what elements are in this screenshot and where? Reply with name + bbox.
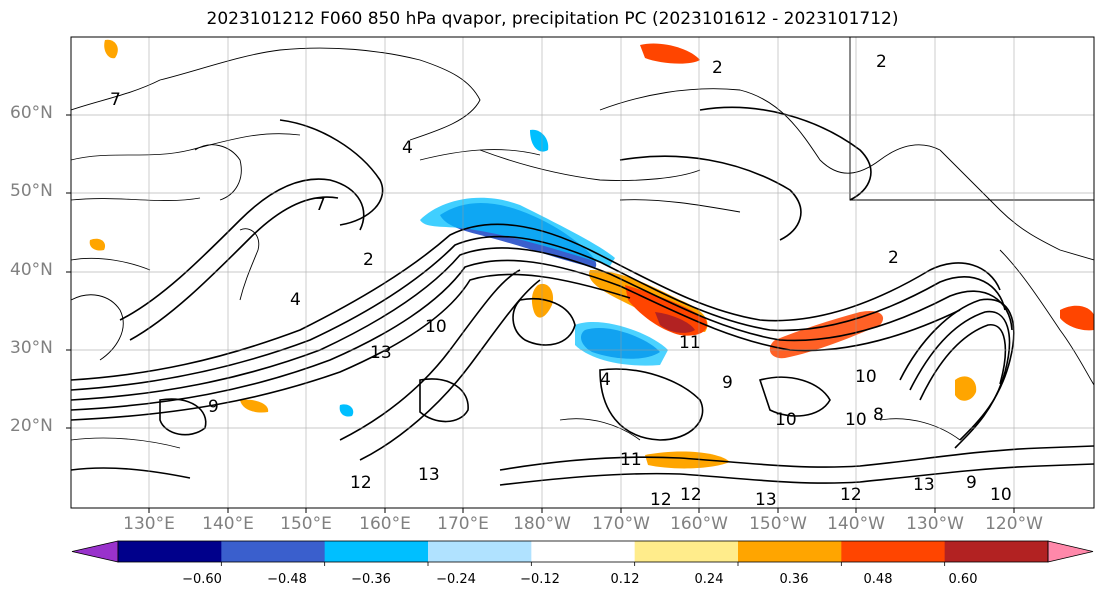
positive-anomaly-orange6 (1060, 305, 1094, 331)
positive-anomaly-orange2 (769, 310, 884, 359)
map-title: 2023101212 F060 850 hPa qvapor, precipit… (206, 9, 899, 29)
colorbar-extend-low (71, 540, 119, 563)
colorbar-swatch (841, 541, 946, 562)
lon-label: 160°W (670, 514, 728, 534)
colorbar-tick-label: 0.60 (948, 572, 978, 587)
lon-label: 170°W (592, 514, 650, 534)
lon-label: 180°W (513, 514, 571, 534)
axis-ticks (66, 114, 1015, 513)
colorbar-swatch (221, 541, 326, 562)
colorbar-tick-label: 0.24 (694, 572, 724, 587)
contour-label: 7 (110, 90, 121, 110)
map-panel: 2 2 4 7 7 2 2 10 11 13 12 13 12 13 12 10… (71, 37, 1094, 510)
colorbar-swatch (738, 541, 842, 562)
positive-anomaly-orange9 (89, 238, 106, 251)
contour-label: 7 (315, 195, 326, 215)
contour-label: 4 (290, 290, 301, 310)
graticule (71, 37, 1094, 508)
negative-anomaly-cyan4 (339, 404, 354, 417)
contour-label: 10 (855, 367, 877, 387)
contour-label: 13 (370, 343, 392, 363)
contour-label: 2 (712, 58, 723, 78)
coastlines (71, 37, 1094, 386)
negative-anomaly-cyan3 (530, 129, 549, 152)
lon-label: 170°E (437, 514, 489, 534)
lon-label: 140°W (827, 514, 885, 534)
contour-label: 2 (363, 250, 374, 270)
contour-label: 13 (418, 465, 440, 485)
contour-label: 10 (845, 410, 867, 430)
contour-label: 8 (873, 405, 884, 425)
contour-label: 13 (913, 475, 935, 495)
contour-label: 10 (425, 317, 447, 337)
colorbar-tick-label: −0.12 (520, 572, 560, 587)
contour-label: 9 (966, 473, 977, 493)
contour-label: 12 (650, 490, 672, 510)
contour-label: 12 (840, 485, 862, 505)
contour-label: 10 (775, 410, 797, 430)
colorbar-swatch (634, 541, 739, 562)
thin-contours (71, 133, 961, 449)
colorbar-tick-label: −0.36 (351, 572, 391, 587)
colorbar-swatch (324, 541, 429, 562)
contour-label: 11 (620, 450, 642, 470)
colorbar-tick-label: −0.48 (267, 572, 307, 587)
lon-label: 160°E (359, 514, 411, 534)
colorbar-tick-label: −0.24 (436, 572, 476, 587)
precip-shading (89, 39, 1094, 469)
negative-anomaly-cyan2 (575, 322, 668, 366)
positive-anomaly-darkred (655, 312, 695, 333)
positive-anomaly-yellow (645, 451, 730, 469)
contour-label: 2 (888, 248, 899, 268)
lon-label: 120°W (985, 514, 1043, 534)
positive-anomaly-orange5 (955, 376, 977, 401)
lon-label: 130°W (906, 514, 964, 534)
lat-label: 30°N (10, 338, 53, 358)
contour-label: 4 (402, 138, 413, 158)
colorbar-swatch (118, 541, 222, 562)
colorbar-extend-high (1047, 540, 1094, 563)
lat-label: 60°N (10, 103, 53, 123)
contour-label: 10 (990, 485, 1012, 505)
contour-label: 13 (755, 490, 777, 510)
contour-label: 9 (722, 373, 733, 393)
positive-anomaly-orange7 (104, 39, 118, 59)
colorbar-swatch (531, 541, 636, 562)
colorbar-outline (117, 540, 1049, 563)
contour-label: 4 (600, 370, 611, 390)
contour-labels: 2 2 4 7 7 2 2 10 11 13 12 13 12 13 12 10… (110, 52, 1012, 510)
contour-label: 9 (208, 397, 219, 417)
colorbar-tick-label: 0.36 (779, 572, 809, 587)
colorbar-swatch (944, 541, 1049, 562)
lon-label: 150°W (749, 514, 807, 534)
lat-label: 50°N (10, 181, 53, 201)
lon-label: 150°E (280, 514, 332, 534)
colorbar-tick-label: −0.60 (182, 572, 222, 587)
positive-anomaly-orange4 (531, 283, 554, 318)
contour-label: 11 (679, 333, 701, 353)
contour-label: 12 (680, 485, 702, 505)
colorbar-swatch (428, 541, 532, 562)
contour-label: 2 (876, 52, 887, 72)
lon-label: 140°E (202, 514, 254, 534)
colorbar (71, 540, 1094, 566)
lat-label: 20°N (10, 416, 53, 436)
map-background (71, 37, 1094, 508)
lat-label: 40°N (10, 260, 53, 280)
positive-anomaly-orange8 (240, 399, 269, 413)
lon-label: 130°E (123, 514, 175, 534)
qvapor-contours (71, 106, 1094, 486)
contour-label: 12 (350, 473, 372, 493)
positive-anomaly-orange3 (640, 43, 700, 64)
colorbar-tick-label: 0.12 (610, 572, 640, 587)
colorbar-tick-label: 0.48 (863, 572, 893, 587)
